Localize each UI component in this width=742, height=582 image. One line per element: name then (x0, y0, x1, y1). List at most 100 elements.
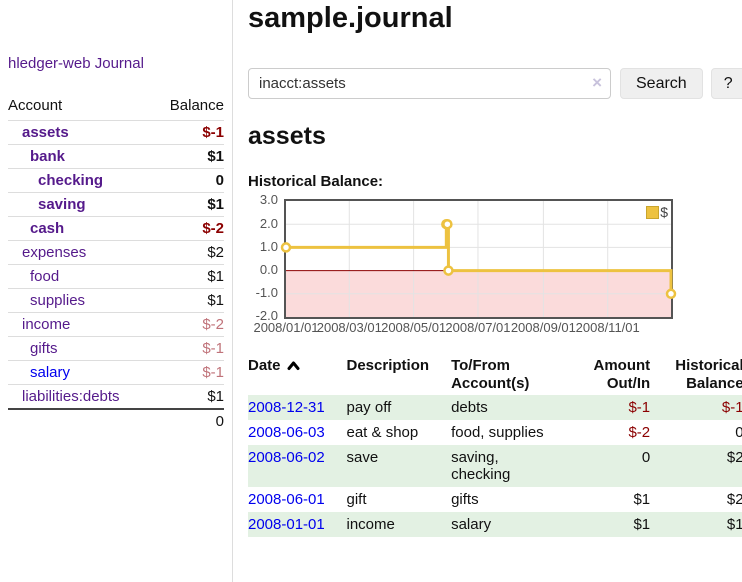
search-input[interactable] (248, 68, 611, 100)
accounts-table: Account Balance assets $-1 bank $1 checking 0… (8, 93, 224, 433)
transaction-date-link[interactable]: 2008-06-01 (248, 491, 325, 509)
accounts-column-header[interactable]: To/From Account(s) (451, 357, 530, 393)
account-balance: $-2 (153, 311, 224, 336)
amount-column-header[interactable]: Amount Out/In (593, 357, 651, 393)
y-tick-label: 3.0 (259, 192, 278, 208)
search-box: × (248, 68, 611, 100)
balance-column-header-register[interactable]: Historical Balance (675, 357, 742, 393)
journal-link[interactable]: Journal (94, 55, 144, 72)
register-table-body: 2008-12-31 pay off debts $-1 $-1 2008-06-03 ea… (248, 395, 742, 538)
chart-y-axis-labels: 3.0 2.0 1.0 0.0 -1.0 -2.0 (248, 192, 278, 323)
transaction-accounts: gifts (451, 491, 479, 509)
account-link-supplies[interactable]: supplies (30, 291, 86, 309)
account-link-income[interactable]: income (22, 315, 71, 333)
y-tick-label: 2.0 (259, 215, 278, 231)
transaction-date-link[interactable]: 2008-06-02 (248, 449, 325, 467)
account-link-expenses[interactable]: expenses (22, 243, 87, 261)
search-bar: × Search ? (248, 68, 742, 100)
transaction-balance: 0 (735, 424, 742, 442)
account-row: assets $-1 (8, 119, 224, 144)
account-link-assets[interactable]: assets (22, 123, 69, 141)
transaction-amount: $1 (633, 516, 651, 534)
legend-series-label: $ (660, 204, 668, 221)
data-point-marker (443, 265, 454, 277)
account-link-liabilities-debts[interactable]: liabilities:debts (22, 387, 120, 405)
page-title: sample.journal (248, 2, 453, 34)
data-point-marker (665, 288, 677, 300)
chart-canvas (280, 201, 677, 318)
account-balance: $-1 (153, 119, 224, 144)
transaction-accounts: debts (451, 399, 488, 417)
account-row: liabilities:debts $1 (8, 383, 224, 409)
transaction-date-link[interactable]: 2008-01-01 (248, 516, 325, 534)
account-row: saving $1 (8, 191, 224, 216)
account-column-header: Account (8, 97, 63, 115)
transaction-amount: 0 (641, 449, 651, 467)
account-link-checking[interactable]: checking (38, 171, 104, 189)
chart-x-axis-labels: 2008/01/01 2008/03/01 2008/05/01 2008/07/01… (253, 320, 671, 336)
data-point-marker (280, 242, 292, 253)
transaction-row: 2008-06-01 gift gifts $1 $2 (248, 487, 742, 512)
balance-chart: 3.0 2.0 1.0 0.0 -1.0 -2.0 $ 2008/01/01 2008/03… (248, 192, 742, 336)
legend-color-swatch (646, 205, 660, 219)
x-tick-label: 2008/09/01 (510, 320, 576, 336)
chart-title: Historical Balance: (248, 173, 384, 191)
transaction-row: 2008-06-02 save saving, checking 0 $2 (248, 445, 742, 488)
x-tick-label: 2008/03/01 (316, 320, 382, 336)
account-balance: $1 (153, 263, 224, 288)
account-heading: assets (248, 122, 326, 151)
balance-column-header: Balance (169, 97, 224, 115)
account-balance: $2 (153, 239, 224, 264)
transaction-amount: $-2 (628, 424, 651, 442)
transaction-amount: $1 (633, 491, 651, 509)
account-row: salary $-1 (8, 359, 224, 384)
y-tick-label: -2.0 (255, 308, 278, 324)
account-link-gifts[interactable]: gifts (30, 339, 58, 357)
search-button[interactable]: Search (620, 68, 703, 100)
description-column-header[interactable]: Description (346, 357, 430, 375)
transaction-balance: $2 (726, 491, 742, 509)
accounts-total-row: 0 (8, 407, 224, 433)
account-balance: 0 (153, 167, 224, 192)
x-tick-label: 2008/11/01 (575, 320, 640, 336)
account-row: food $1 (8, 263, 224, 288)
account-row: income $-2 (8, 311, 224, 336)
account-link-food[interactable]: food (30, 267, 60, 285)
transaction-balance: $1 (726, 516, 742, 534)
sort-ascending-icon (287, 361, 300, 371)
app-title-link[interactable]: hledger-web (8, 55, 91, 72)
account-balance: $1 (153, 191, 224, 216)
register-header-row: Date Description To/From Account(s) Amou… (248, 355, 742, 395)
accounts-table-body: assets $-1 bank $1 checking 0 saving $1 cash $-2 e… (8, 119, 224, 409)
account-balance: $1 (153, 287, 224, 312)
transaction-accounts: salary (451, 516, 492, 534)
accounts-total-balance: 0 (153, 407, 224, 433)
transaction-description: save (346, 449, 379, 467)
account-link-salary[interactable]: salary (30, 363, 71, 381)
account-link-saving[interactable]: saving (38, 195, 86, 213)
transaction-balance: $2 (726, 449, 742, 467)
y-tick-label: 0.0 (259, 261, 278, 277)
main-content: sample.journal × Search ? assets Histori… (233, 0, 742, 582)
transaction-accounts: saving, checking (451, 449, 511, 484)
help-button[interactable]: ? (710, 68, 742, 100)
transaction-balance: $-1 (721, 399, 742, 417)
clear-search-icon[interactable]: × (592, 73, 602, 93)
x-tick-label: 2008/07/01 (445, 320, 511, 336)
transaction-row: 2008-06-03 eat & shop food, supplies $-2 0 (248, 420, 742, 445)
transaction-description: eat & shop (346, 424, 419, 442)
account-row: cash $-2 (8, 215, 224, 240)
x-tick-label: 2008/01/01 (253, 320, 319, 336)
transaction-date-link[interactable]: 2008-06-03 (248, 424, 325, 442)
accounts-table-header: Account Balance (8, 93, 224, 120)
account-link-bank[interactable]: bank (30, 147, 66, 165)
transaction-row: 2008-01-01 income salary $1 $1 (248, 512, 742, 538)
transaction-date-link[interactable]: 2008-12-31 (248, 399, 325, 417)
account-row: expenses $2 (8, 239, 224, 264)
x-tick-label: 2008/05/01 (381, 320, 447, 336)
date-column-header[interactable]: Date (248, 355, 347, 395)
account-link-cash[interactable]: cash (30, 219, 65, 237)
account-balance: $1 (153, 143, 224, 168)
register-table: Date Description To/From Account(s) Amou… (248, 355, 742, 538)
transaction-description: income (346, 516, 395, 534)
